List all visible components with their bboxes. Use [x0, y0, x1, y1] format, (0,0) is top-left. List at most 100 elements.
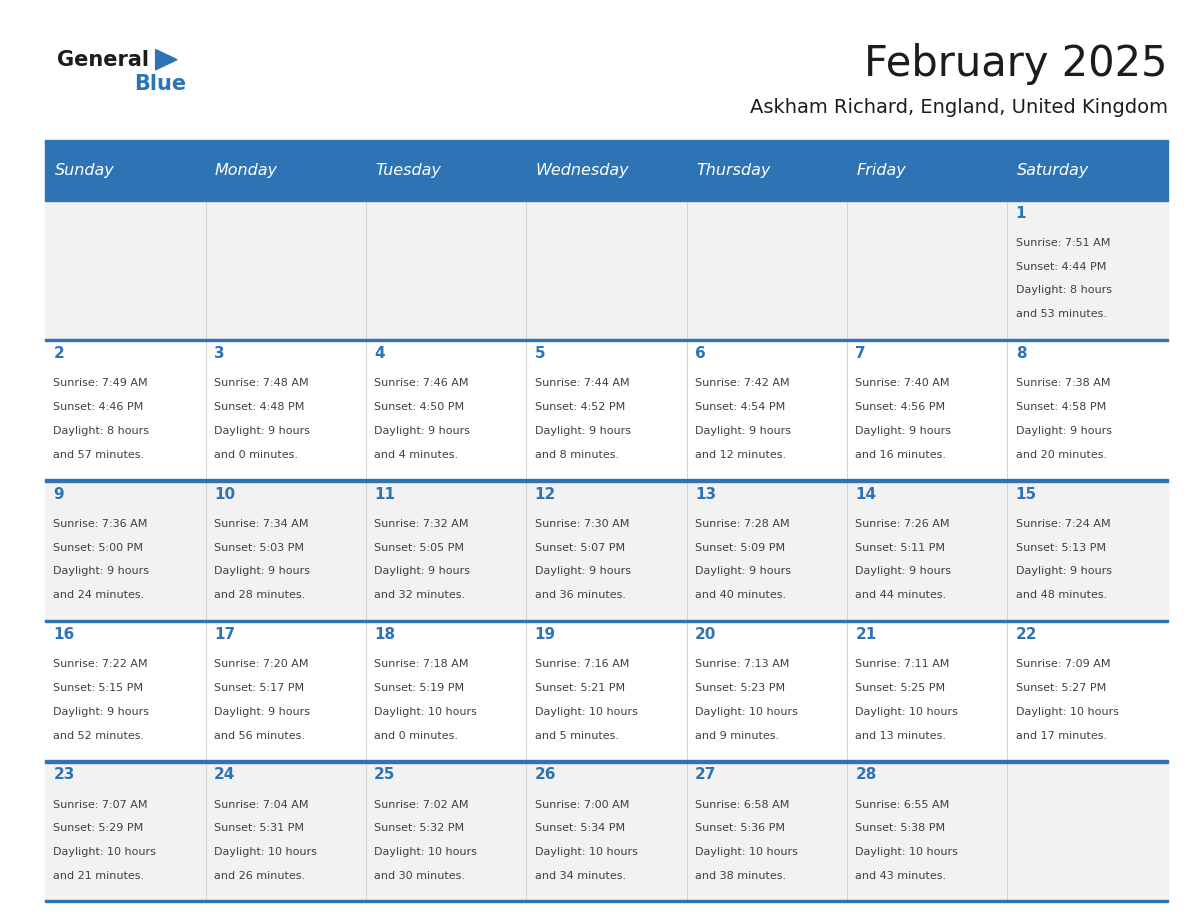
Text: and 4 minutes.: and 4 minutes. [374, 450, 459, 460]
Text: Sunset: 5:11 PM: Sunset: 5:11 PM [855, 543, 946, 553]
Bar [45, 760, 1168, 763]
Text: 14: 14 [855, 487, 877, 501]
Text: Thursday: Thursday [696, 163, 771, 178]
Text: Sunrise: 7:44 AM: Sunrise: 7:44 AM [535, 378, 630, 388]
Text: and 30 minutes.: and 30 minutes. [374, 871, 466, 881]
Text: 9: 9 [53, 487, 64, 501]
Text: Daylight: 9 hours: Daylight: 9 hours [214, 426, 310, 436]
Text: Sunset: 5:29 PM: Sunset: 5:29 PM [53, 823, 144, 834]
Text: and 34 minutes.: and 34 minutes. [535, 871, 626, 881]
Text: Sunset: 5:23 PM: Sunset: 5:23 PM [695, 683, 785, 693]
Text: 3: 3 [214, 346, 225, 361]
Text: Sunrise: 7:26 AM: Sunrise: 7:26 AM [855, 519, 950, 529]
Text: Daylight: 10 hours: Daylight: 10 hours [855, 847, 959, 857]
Bar [45, 480, 1168, 621]
Text: and 0 minutes.: and 0 minutes. [374, 731, 459, 741]
Text: 11: 11 [374, 487, 396, 501]
Text: Sunrise: 7:16 AM: Sunrise: 7:16 AM [535, 659, 628, 669]
Text: Sunset: 5:07 PM: Sunset: 5:07 PM [535, 543, 625, 553]
Bar [1007, 142, 1168, 199]
Text: and 20 minutes.: and 20 minutes. [1016, 450, 1107, 460]
Text: and 44 minutes.: and 44 minutes. [855, 590, 947, 600]
Text: Daylight: 10 hours: Daylight: 10 hours [695, 707, 798, 717]
Text: Daylight: 10 hours: Daylight: 10 hours [214, 847, 317, 857]
Text: Daylight: 9 hours: Daylight: 9 hours [1016, 566, 1112, 577]
Bar [45, 140, 1168, 143]
Text: Sunrise: 7:04 AM: Sunrise: 7:04 AM [214, 800, 309, 810]
Text: Sunrise: 7:02 AM: Sunrise: 7:02 AM [374, 800, 469, 810]
Text: Sunrise: 7:30 AM: Sunrise: 7:30 AM [535, 519, 628, 529]
Text: Sunset: 5:31 PM: Sunset: 5:31 PM [214, 823, 304, 834]
Text: 7: 7 [855, 346, 866, 361]
Text: Sunrise: 7:13 AM: Sunrise: 7:13 AM [695, 659, 789, 669]
Text: Daylight: 10 hours: Daylight: 10 hours [53, 847, 157, 857]
Text: and 12 minutes.: and 12 minutes. [695, 450, 786, 460]
Text: and 48 minutes.: and 48 minutes. [1016, 590, 1107, 600]
Text: Sunset: 5:17 PM: Sunset: 5:17 PM [214, 683, 304, 693]
Text: Sunrise: 7:07 AM: Sunrise: 7:07 AM [53, 800, 148, 810]
Text: 19: 19 [535, 627, 556, 642]
Bar [45, 479, 1168, 482]
Text: Blue: Blue [134, 74, 187, 95]
Text: Sunset: 5:27 PM: Sunset: 5:27 PM [1016, 683, 1106, 693]
Text: Daylight: 9 hours: Daylight: 9 hours [53, 707, 150, 717]
Text: Daylight: 9 hours: Daylight: 9 hours [374, 426, 470, 436]
Text: Sunset: 4:48 PM: Sunset: 4:48 PM [214, 402, 304, 412]
Text: Sunset: 5:19 PM: Sunset: 5:19 PM [374, 683, 465, 693]
Text: Sunrise: 7:28 AM: Sunrise: 7:28 AM [695, 519, 790, 529]
Bar [45, 621, 1168, 761]
Text: Daylight: 9 hours: Daylight: 9 hours [695, 426, 791, 436]
Text: Sunrise: 7:34 AM: Sunrise: 7:34 AM [214, 519, 309, 529]
Text: Daylight: 10 hours: Daylight: 10 hours [1016, 707, 1119, 717]
Text: Daylight: 9 hours: Daylight: 9 hours [1016, 426, 1112, 436]
Text: Sunset: 5:03 PM: Sunset: 5:03 PM [214, 543, 304, 553]
Text: Sunrise: 7:11 AM: Sunrise: 7:11 AM [855, 659, 949, 669]
Text: Askham Richard, England, United Kingdom: Askham Richard, England, United Kingdom [750, 98, 1168, 117]
Text: Daylight: 9 hours: Daylight: 9 hours [214, 566, 310, 577]
Text: Sunset: 5:00 PM: Sunset: 5:00 PM [53, 543, 144, 553]
Text: 24: 24 [214, 767, 235, 782]
Text: Sunrise: 7:22 AM: Sunrise: 7:22 AM [53, 659, 148, 669]
Text: 18: 18 [374, 627, 396, 642]
Text: Sunset: 5:36 PM: Sunset: 5:36 PM [695, 823, 785, 834]
Text: Sunset: 4:56 PM: Sunset: 4:56 PM [855, 402, 946, 412]
Text: 13: 13 [695, 487, 716, 501]
Text: Sunset: 5:21 PM: Sunset: 5:21 PM [535, 683, 625, 693]
Text: Sunset: 4:54 PM: Sunset: 4:54 PM [695, 402, 785, 412]
Text: Sunset: 5:34 PM: Sunset: 5:34 PM [535, 823, 625, 834]
Text: Sunrise: 7:46 AM: Sunrise: 7:46 AM [374, 378, 469, 388]
Text: Daylight: 8 hours: Daylight: 8 hours [53, 426, 150, 436]
Text: Saturday: Saturday [1017, 163, 1089, 178]
Text: Sunset: 4:58 PM: Sunset: 4:58 PM [1016, 402, 1106, 412]
Text: Daylight: 10 hours: Daylight: 10 hours [374, 847, 478, 857]
Text: Tuesday: Tuesday [375, 163, 441, 178]
Bar [45, 198, 1168, 201]
Text: and 43 minutes.: and 43 minutes. [855, 871, 947, 881]
Text: Daylight: 10 hours: Daylight: 10 hours [374, 707, 478, 717]
Text: and 38 minutes.: and 38 minutes. [695, 871, 786, 881]
Text: 4: 4 [374, 346, 385, 361]
Text: and 21 minutes.: and 21 minutes. [53, 871, 145, 881]
Text: Sunday: Sunday [55, 163, 114, 178]
Bar [45, 340, 1168, 480]
Text: Sunset: 4:44 PM: Sunset: 4:44 PM [1016, 262, 1106, 272]
Text: Monday: Monday [215, 163, 278, 178]
Text: Sunrise: 7:20 AM: Sunrise: 7:20 AM [214, 659, 309, 669]
Text: 23: 23 [53, 767, 75, 782]
Text: and 36 minutes.: and 36 minutes. [535, 590, 626, 600]
Bar [45, 620, 1168, 622]
Text: and 32 minutes.: and 32 minutes. [374, 590, 466, 600]
Text: Sunrise: 6:55 AM: Sunrise: 6:55 AM [855, 800, 949, 810]
Text: Sunrise: 7:48 AM: Sunrise: 7:48 AM [214, 378, 309, 388]
Text: Sunset: 5:25 PM: Sunset: 5:25 PM [855, 683, 946, 693]
Text: Daylight: 9 hours: Daylight: 9 hours [535, 566, 631, 577]
Text: and 17 minutes.: and 17 minutes. [1016, 731, 1107, 741]
Bar [45, 761, 1168, 901]
Text: Sunrise: 7:49 AM: Sunrise: 7:49 AM [53, 378, 148, 388]
Text: Sunrise: 7:42 AM: Sunrise: 7:42 AM [695, 378, 790, 388]
Text: 10: 10 [214, 487, 235, 501]
Bar [45, 900, 1168, 902]
Text: Sunset: 5:15 PM: Sunset: 5:15 PM [53, 683, 144, 693]
Text: 8: 8 [1016, 346, 1026, 361]
Text: 5: 5 [535, 346, 545, 361]
